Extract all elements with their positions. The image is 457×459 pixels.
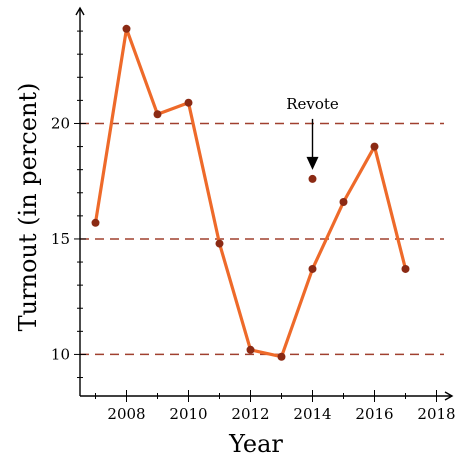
data-point xyxy=(308,264,317,273)
x-tick-label: 2018 xyxy=(417,405,455,423)
data-point xyxy=(153,110,162,119)
data-points xyxy=(91,24,410,361)
data-point xyxy=(370,142,379,151)
reference-lines xyxy=(80,122,444,356)
data-point xyxy=(246,345,255,354)
series-line xyxy=(93,27,408,359)
x-tick-label: 2008 xyxy=(107,405,145,423)
data-point xyxy=(184,98,193,107)
data-point xyxy=(215,239,224,248)
axes xyxy=(75,6,454,401)
x-tick-label: 2012 xyxy=(231,405,269,423)
annotation-label: Revote xyxy=(286,95,339,113)
y-tick-label: 20 xyxy=(51,114,70,132)
data-point xyxy=(91,218,100,227)
y-tick-label: 15 xyxy=(51,230,70,248)
x-tick-label: 2010 xyxy=(169,405,207,423)
data-point xyxy=(401,264,410,273)
y-tick-label: 10 xyxy=(51,345,70,363)
series xyxy=(93,27,408,359)
data-point xyxy=(339,198,348,206)
x-tick-label: 2014 xyxy=(293,405,331,423)
y-axis-title: Turnout (in percent) xyxy=(14,83,42,332)
x-axis-title: Year xyxy=(228,430,283,458)
ticks: 2008 2010 2012 2014 2016 2018 10 15 20 xyxy=(51,30,456,423)
revote-point xyxy=(308,174,317,183)
x-axis-arrow xyxy=(444,391,454,401)
data-point xyxy=(122,24,131,33)
annotation-arrow-head xyxy=(306,156,319,170)
x-tick-label: 2016 xyxy=(355,405,393,423)
data-point xyxy=(277,352,286,361)
annotations: Revote xyxy=(286,95,339,170)
y-axis-arrow xyxy=(75,6,85,16)
